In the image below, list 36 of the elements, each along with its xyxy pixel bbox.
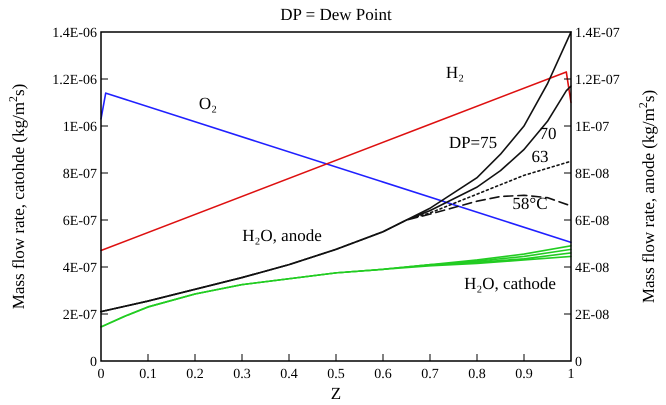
y2-tick-label: 4E-08	[575, 261, 610, 276]
annotation: H₂O, anode	[242, 226, 322, 245]
series-label: DP=75	[448, 133, 498, 152]
x-tick-label: 0.7	[421, 367, 439, 382]
y2-tick-label: 1.2E-07	[575, 73, 620, 88]
series-label: 58°C	[512, 194, 548, 213]
y2-tick-label: 2E-08	[575, 308, 610, 323]
series-label: O₂	[198, 94, 218, 113]
x-tick-label: 0.3	[233, 367, 251, 382]
x-tick-label: 0.8	[468, 367, 486, 382]
y2-tick-label: 8E-08	[575, 167, 610, 182]
series-label: 70	[540, 124, 556, 143]
series-label: 63	[532, 147, 548, 166]
y-tick-label: 1E-06	[62, 120, 97, 135]
series-label: H₂	[446, 63, 464, 82]
x-tick-label: 0.1	[139, 367, 157, 382]
y-tick-label: 1.2E-06	[52, 73, 97, 88]
x-tick-label: 0.9	[515, 367, 533, 382]
y-tick-label: 8E-07	[62, 167, 97, 182]
x-tick-label: 0.4	[280, 367, 298, 382]
y-tick-label: 1.4E-06	[52, 26, 97, 41]
x-tick-label: 0.2	[186, 367, 204, 382]
x-axis-title: Z	[330, 384, 342, 403]
y2-tick-label: 1.4E-07	[575, 26, 620, 41]
series-label: H₂O, cathode	[464, 274, 556, 293]
x-tick-label: 1	[568, 367, 574, 382]
chart-title: DP = Dew Point	[280, 5, 392, 24]
y-tick-label: 0	[90, 355, 97, 370]
y-tick-label: 6E-07	[62, 214, 97, 229]
x-tick-label: 0.5	[327, 367, 345, 382]
y2-tick-label: 0	[575, 355, 582, 370]
x-tick-label: 0.6	[374, 367, 392, 382]
y2-tick-label: 1E-07	[575, 120, 610, 135]
y-tick-label: 2E-07	[62, 308, 97, 323]
y-tick-label: 4E-07	[62, 261, 97, 276]
y2-tick-label: 6E-08	[575, 214, 610, 229]
